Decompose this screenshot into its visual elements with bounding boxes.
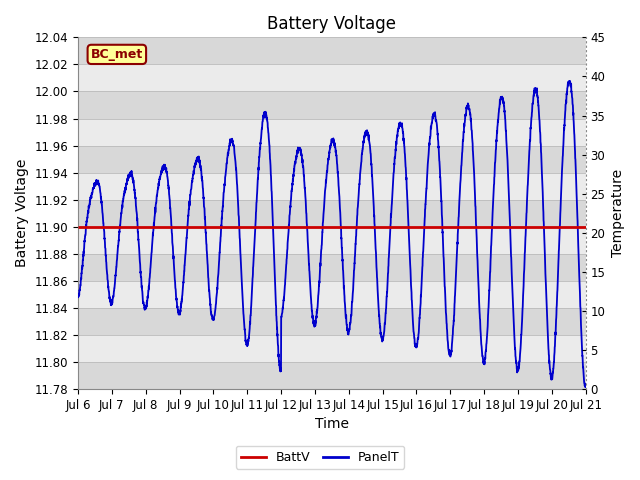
Legend: BattV, PanelT: BattV, PanelT	[236, 446, 404, 469]
Title: Battery Voltage: Battery Voltage	[268, 15, 396, 33]
Bar	[78, 281, 586, 308]
Bar	[78, 145, 586, 173]
Bar	[78, 335, 586, 362]
Bar	[78, 119, 586, 145]
Bar	[78, 64, 586, 92]
Bar	[78, 200, 586, 227]
Bar	[78, 308, 586, 335]
Bar	[78, 37, 586, 64]
Bar	[78, 92, 586, 119]
X-axis label: Time: Time	[315, 418, 349, 432]
Bar	[78, 227, 586, 254]
Y-axis label: Battery Voltage: Battery Voltage	[15, 159, 29, 267]
Y-axis label: Temperature: Temperature	[611, 169, 625, 257]
Bar	[78, 254, 586, 281]
Text: BC_met: BC_met	[91, 48, 143, 61]
Bar	[78, 173, 586, 200]
Bar	[78, 362, 586, 389]
